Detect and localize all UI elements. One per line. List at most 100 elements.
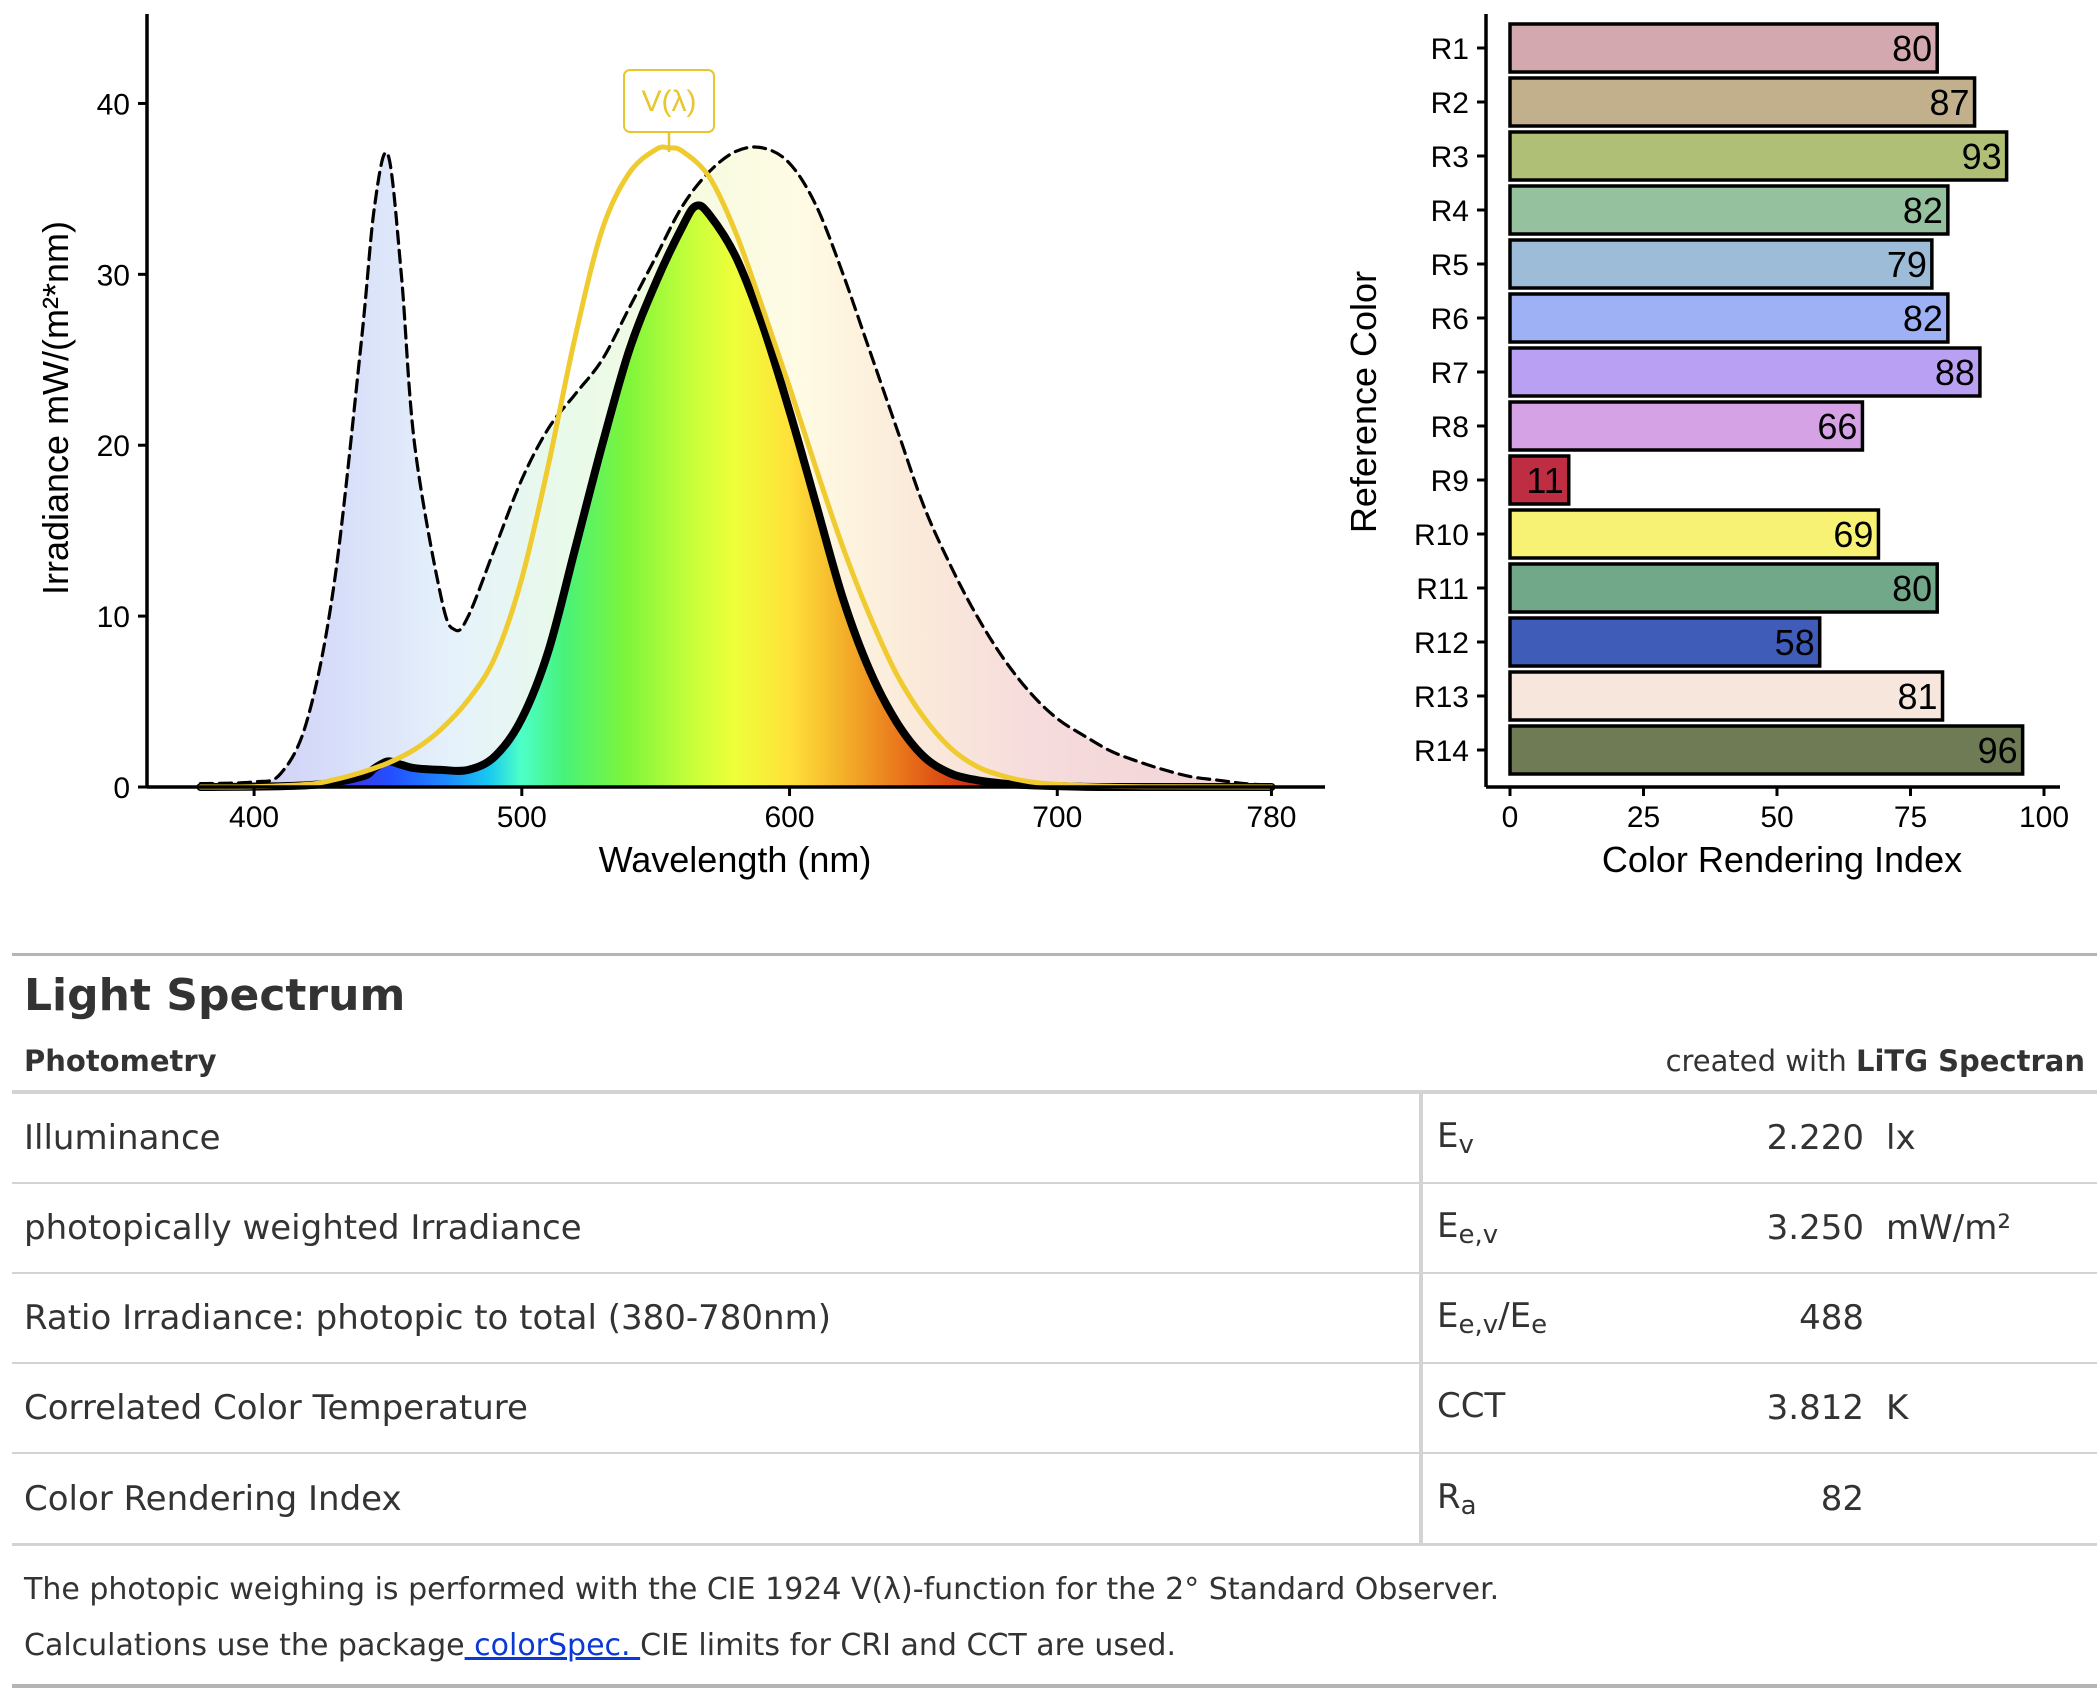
metric-row: Illuminance Ev 2.220 lx <box>12 1090 2097 1183</box>
metrics-table: Illuminance Ev 2.220 lx photopically weighte… <box>12 1090 2097 1543</box>
vlambda-annotation: V(λ) <box>623 69 715 152</box>
metric-value: 488 <box>1667 1272 1886 1363</box>
cri-value-label: 80 <box>1892 28 1932 69</box>
metric-name: Ratio Irradiance: photopic to total (380… <box>12 1272 1421 1363</box>
cri-category-label: R11 <box>1416 573 1469 606</box>
cri-bar-r7 <box>1508 346 1982 398</box>
cri-bar-r12 <box>1508 616 1822 668</box>
spectrum-y-tick-label: 0 <box>113 772 130 805</box>
footnote-1: The photopic weighing is performed with … <box>24 1572 1500 1607</box>
spectrum-x-tick-label: 600 <box>765 801 815 834</box>
spectrum-x-axis-title: Wavelength (nm) <box>599 839 872 880</box>
summary-subtitle: Photometry <box>24 1044 217 1078</box>
metric-symbol: Ee,v <box>1419 1182 1667 1273</box>
photopic-spectrum-line <box>196 201 1276 792</box>
footnote-2: Calculations use the package colorSpec. … <box>24 1618 2085 1674</box>
cri-bar-r5 <box>1508 238 1934 290</box>
credit-prefix: created with <box>1665 1044 1857 1078</box>
spectrum-x-tick-label: 780 <box>1246 801 1296 834</box>
cri-category-label: R10 <box>1414 519 1469 552</box>
cri-bar-r6 <box>1508 292 1950 344</box>
metric-name: Illuminance <box>12 1090 1421 1183</box>
cri-value-label: 88 <box>1935 352 1975 393</box>
metric-symbol: Ra <box>1419 1452 1667 1543</box>
cri-category-label: R12 <box>1414 627 1469 660</box>
cri-category-label: R2 <box>1431 87 1469 120</box>
vlambda-label: V(λ) <box>642 85 697 118</box>
cri-chart: 80 87 93 82 79 82 88 66 11 69 80 58 81 96 R1 R2 R3 R4 R5 R… <box>1343 14 2069 880</box>
metric-symbol: Ev <box>1419 1090 1667 1183</box>
cri-x-tick-label: 50 <box>1760 801 1793 834</box>
cri-value-label: 66 <box>1817 406 1857 447</box>
cri-category-label: R1 <box>1431 33 1469 66</box>
metric-name: Color Rendering Index <box>12 1452 1421 1543</box>
spectrum-y-tick-label: 10 <box>97 601 130 634</box>
spectrum-y-axis-title: Irradiance mW/(m²*nm) <box>35 221 76 595</box>
cri-category-label: R6 <box>1431 303 1469 336</box>
cri-x-tick-label: 25 <box>1627 801 1660 834</box>
symbol-sub: e,v <box>1458 1220 1499 1250</box>
metric-name: Correlated Color Temperature <box>12 1362 1421 1453</box>
cri-y-axis-title: Reference Color <box>1343 271 1384 533</box>
bottom-rule <box>12 1684 2097 1688</box>
symbol-main: E <box>1437 1116 1459 1156</box>
cri-category-label: R7 <box>1431 357 1469 390</box>
photopic-spectrum-area <box>200 205 1272 788</box>
cri-value-label: 80 <box>1892 568 1932 609</box>
cri-x-axis-title: Color Rendering Index <box>1602 839 1962 880</box>
footnote-2-post: CIE limits for CRI and CCT are used. <box>640 1628 1176 1663</box>
metric-row: photopically weighted Irradiance Ee,v 3.25… <box>12 1182 2097 1273</box>
symbol-main: E <box>1437 1206 1459 1246</box>
summary-title: Light Spectrum <box>24 970 406 1021</box>
spectrum-x-tick-label: 400 <box>229 801 279 834</box>
spectrum-chart: 400 500 600 700 780 0 10 20 30 40 V(λ) Wavelength… <box>35 14 1325 880</box>
symbol-sub: a <box>1460 1490 1477 1521</box>
cri-bar-r8 <box>1508 400 1865 452</box>
metric-row: Correlated Color Temperature CCT 3.812 K <box>12 1362 2097 1453</box>
cri-category-label: R4 <box>1431 195 1469 228</box>
top-rule <box>12 953 2097 956</box>
cri-value-label: 87 <box>1930 82 1970 123</box>
cri-x-tick-label: 100 <box>2019 801 2069 834</box>
symbol-main: R <box>1437 1476 1461 1517</box>
metric-unit: K <box>1886 1362 2097 1453</box>
symbol-sub: e,v <box>1458 1310 1499 1340</box>
metric-row: Ratio Irradiance: photopic to total (380… <box>12 1272 2097 1363</box>
symbol-sub2: e <box>1531 1310 1548 1340</box>
cri-category-label: R8 <box>1431 411 1469 444</box>
cri-value-label: 81 <box>1897 676 1937 717</box>
summary-credit: created with LiTG Spectran <box>1666 1044 2085 1078</box>
cri-x-tick-label: 0 <box>1502 801 1519 834</box>
cri-category-label: R5 <box>1431 249 1469 282</box>
spectrum-y-tick-label: 30 <box>97 259 130 292</box>
metric-value: 82 <box>1667 1452 1886 1543</box>
footnote-2-pre: Calculations use the package <box>24 1628 465 1663</box>
cri-bar-r14 <box>1508 724 2025 776</box>
cri-bar-r9 <box>1508 454 1571 506</box>
vlambda-curve-line <box>198 144 1274 790</box>
cri-bar-r1 <box>1508 22 1939 74</box>
cri-value-label: 69 <box>1833 514 1873 555</box>
metric-symbol: Ee,v/Ee <box>1419 1272 1667 1363</box>
metric-symbol: CCT <box>1419 1362 1667 1453</box>
credit-name: LiTG Spectran <box>1856 1044 2085 1078</box>
photometry-summary: Light Spectrum Photometry created with L… <box>12 953 2097 1688</box>
metric-row: Color Rendering Index Ra 82 <box>12 1452 2097 1543</box>
metric-unit <box>1886 1272 2097 1363</box>
cri-category-label: R14 <box>1414 735 1469 768</box>
symbol-main: E <box>1437 1296 1459 1336</box>
symbol-sub: v <box>1458 1130 1474 1160</box>
colorspec-link[interactable]: colorSpec. <box>464 1628 641 1663</box>
spectrum-x-tick-label: 500 <box>497 801 547 834</box>
total-spectrum-line <box>198 145 1274 787</box>
cri-value-label: 11 <box>1526 460 1563 501</box>
cri-bar-r3 <box>1508 130 2009 182</box>
metric-unit: mW/m² <box>1886 1182 2097 1273</box>
cri-bar-r13 <box>1508 670 1945 722</box>
cri-value-label: 79 <box>1887 244 1927 285</box>
metric-value: 3.250 <box>1667 1182 1886 1273</box>
symbol-tail: /E <box>1498 1296 1532 1336</box>
spectrum-x-tick-label: 700 <box>1032 801 1082 834</box>
cri-category-label: R3 <box>1431 141 1469 174</box>
spectrum-y-tick-label: 20 <box>97 430 130 463</box>
